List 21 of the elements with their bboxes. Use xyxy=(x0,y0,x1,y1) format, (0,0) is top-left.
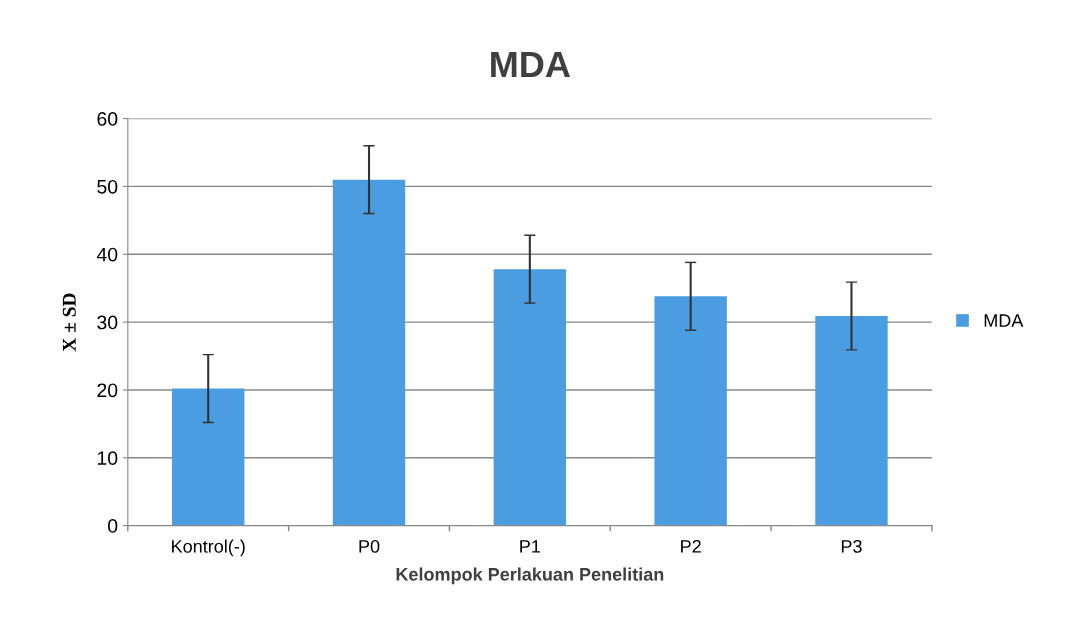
x-tick-label: P3 xyxy=(841,539,862,553)
y-tick-label: 40 xyxy=(96,247,118,262)
x-tick-label: P0 xyxy=(359,539,380,553)
bar xyxy=(332,179,406,526)
bar xyxy=(172,388,245,526)
bar xyxy=(493,269,567,526)
x-axis-title: Kelompok Perlakuan Penelitian xyxy=(396,567,664,585)
x-tick-label: Kontrol(-) xyxy=(172,539,245,557)
x-tick-label: P1 xyxy=(520,540,540,553)
y-tick-label: 20 xyxy=(97,383,118,398)
y-tick-label: 50 xyxy=(97,179,118,194)
y-tick-label: 30 xyxy=(97,315,118,330)
chart-title: MDA xyxy=(491,52,570,77)
y-tick-label: 60 xyxy=(97,112,118,126)
legend-label: MDA xyxy=(984,314,1024,327)
bar xyxy=(654,296,727,526)
bar xyxy=(815,316,888,526)
x-tick-label: P2 xyxy=(681,539,701,553)
y-axis-title: X ± SD xyxy=(62,293,76,352)
y-tick-label: 10 xyxy=(97,451,118,466)
y-tick-label: 0 xyxy=(108,519,118,533)
